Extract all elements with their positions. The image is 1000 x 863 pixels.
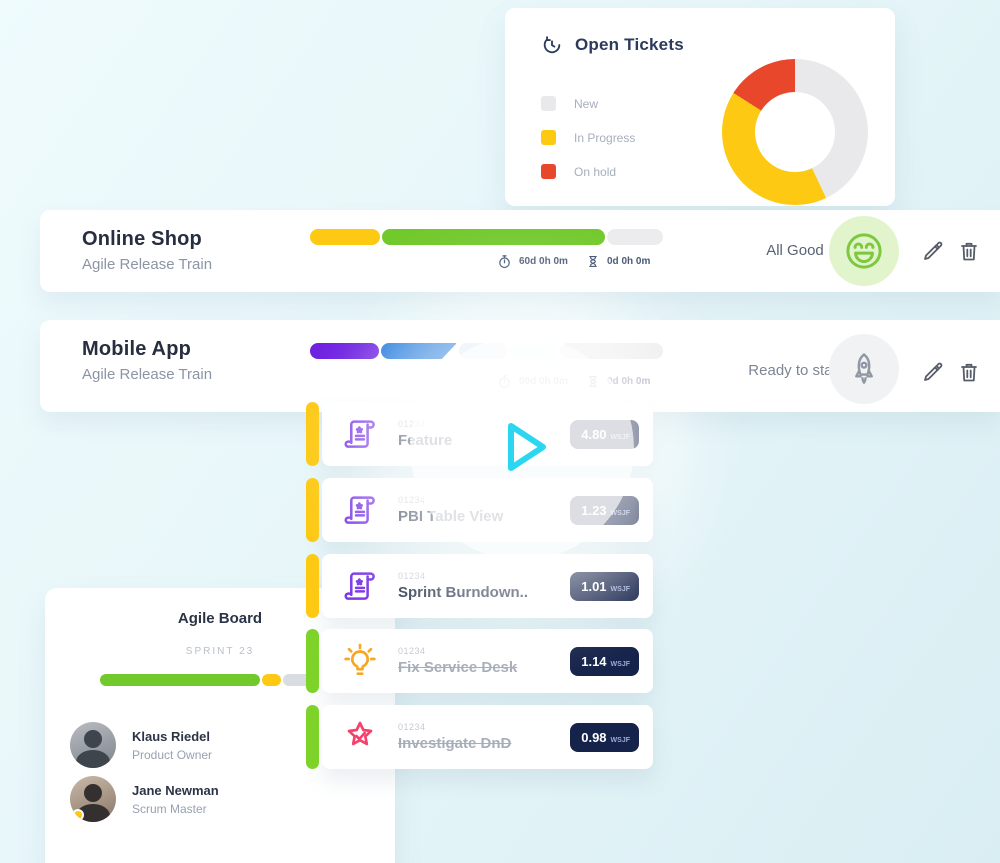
train-subtitle: Agile Release Train xyxy=(82,366,213,383)
pencil-icon xyxy=(924,241,943,260)
train-subtitle: Agile Release Train xyxy=(82,256,213,273)
avatar xyxy=(70,722,116,768)
feature-scroll-icon xyxy=(340,414,380,454)
train-row-online-shop: Online Shop Agile Release Train 60d 0h 0… xyxy=(40,210,1000,292)
edit-button[interactable] xyxy=(921,239,945,263)
ticket-id: 01234 xyxy=(398,495,426,505)
stopwatch-icon xyxy=(499,255,510,269)
open-tickets-card: Open Tickets New In Progress On hold xyxy=(505,8,895,206)
open-tickets-donut-chart xyxy=(722,59,868,205)
done-accent xyxy=(306,705,319,769)
legend-item-on-hold: On hold xyxy=(541,164,635,179)
remaining-value: 0d 0h 0m xyxy=(607,256,651,267)
legend-swatch-new xyxy=(541,96,556,111)
history-clock-icon xyxy=(543,36,561,54)
trash-icon xyxy=(961,363,977,382)
elapsed-timer: 60d 0h 0m xyxy=(497,254,568,269)
ticket-card[interactable]: 01234 Sprint Burndown.. 1.01 WSJF xyxy=(322,554,653,618)
launch-status-button[interactable] xyxy=(829,334,899,404)
ticket-title: Sprint Burndown.. xyxy=(398,584,528,601)
hourglass-icon xyxy=(589,255,597,268)
trash-icon xyxy=(961,242,977,261)
open-tickets-title: Open Tickets xyxy=(575,35,684,54)
member-name: Jane Newman xyxy=(132,782,219,798)
train-title: Online Shop xyxy=(82,228,202,250)
train-status: All Good xyxy=(766,242,824,259)
train-status: Ready to start xyxy=(748,362,842,379)
mood-status-button[interactable] xyxy=(829,216,899,286)
ticket-card[interactable]: 01234 Investigate DnD 0.98 WSJF xyxy=(322,705,653,769)
wsjf-badge: 1.01 WSJF xyxy=(570,571,639,601)
sprint-label: SPRINT 23 xyxy=(185,646,255,657)
priority-accent xyxy=(306,478,319,542)
legend-swatch-in-progress xyxy=(541,130,556,145)
member-name: Klaus Riedel xyxy=(132,728,211,744)
sprint-progress-bar xyxy=(100,674,317,686)
member-role: Product Owner xyxy=(132,747,213,762)
remaining-timer: 0d 0h 0m xyxy=(586,254,650,269)
ticket-card[interactable]: 01234 Fix Service Desk 1.14 WSJF xyxy=(322,629,653,693)
feature-scroll-icon xyxy=(340,566,380,606)
member-role: Scrum Master xyxy=(132,801,207,816)
rocket-icon xyxy=(855,353,873,384)
pencil-icon xyxy=(924,362,943,381)
priority-accent xyxy=(306,402,319,466)
ticket-title: Fix Service Desk xyxy=(398,659,518,676)
play-icon xyxy=(508,423,546,471)
ticket-title: Investigate DnD xyxy=(398,735,512,752)
open-tickets-header: Open Tickets xyxy=(541,34,684,56)
edit-button[interactable] xyxy=(921,360,945,384)
wsjf-badge: 0.98 WSJF xyxy=(570,722,639,752)
wsjf-badge: 1.14 WSJF xyxy=(570,646,639,676)
remaining-value: 0d 0h 0m xyxy=(607,376,651,387)
member-row: Klaus Riedel Product Owner xyxy=(70,722,212,768)
ticket-id: 01234 xyxy=(398,646,426,656)
legend-swatch-on-hold xyxy=(541,164,556,179)
member-row: Jane Newman Scrum Master xyxy=(70,776,219,822)
legend-item-new: New xyxy=(541,96,635,111)
delete-button[interactable] xyxy=(957,239,981,263)
priority-accent xyxy=(306,554,319,618)
elapsed-value: 60d 0h 0m xyxy=(519,256,568,267)
presence-dot xyxy=(72,809,84,821)
lightbulb-icon xyxy=(340,640,380,682)
donut-legend: New In Progress On hold xyxy=(541,96,635,179)
ticket-id: 01234 xyxy=(398,722,426,732)
done-accent xyxy=(306,629,319,693)
board-title: Agile Board xyxy=(177,610,263,627)
video-play-button[interactable] xyxy=(410,336,634,560)
ticket-id: 01234 xyxy=(398,571,426,581)
legend-item-in-progress: In Progress xyxy=(541,130,635,145)
feature-scroll-icon xyxy=(340,490,380,530)
laughing-smiley-icon xyxy=(846,233,882,269)
train-progress-bar xyxy=(310,229,663,245)
delete-button[interactable] xyxy=(957,360,981,384)
avatar xyxy=(70,776,116,822)
star-check-icon xyxy=(340,717,380,757)
train-title: Mobile App xyxy=(82,338,192,360)
